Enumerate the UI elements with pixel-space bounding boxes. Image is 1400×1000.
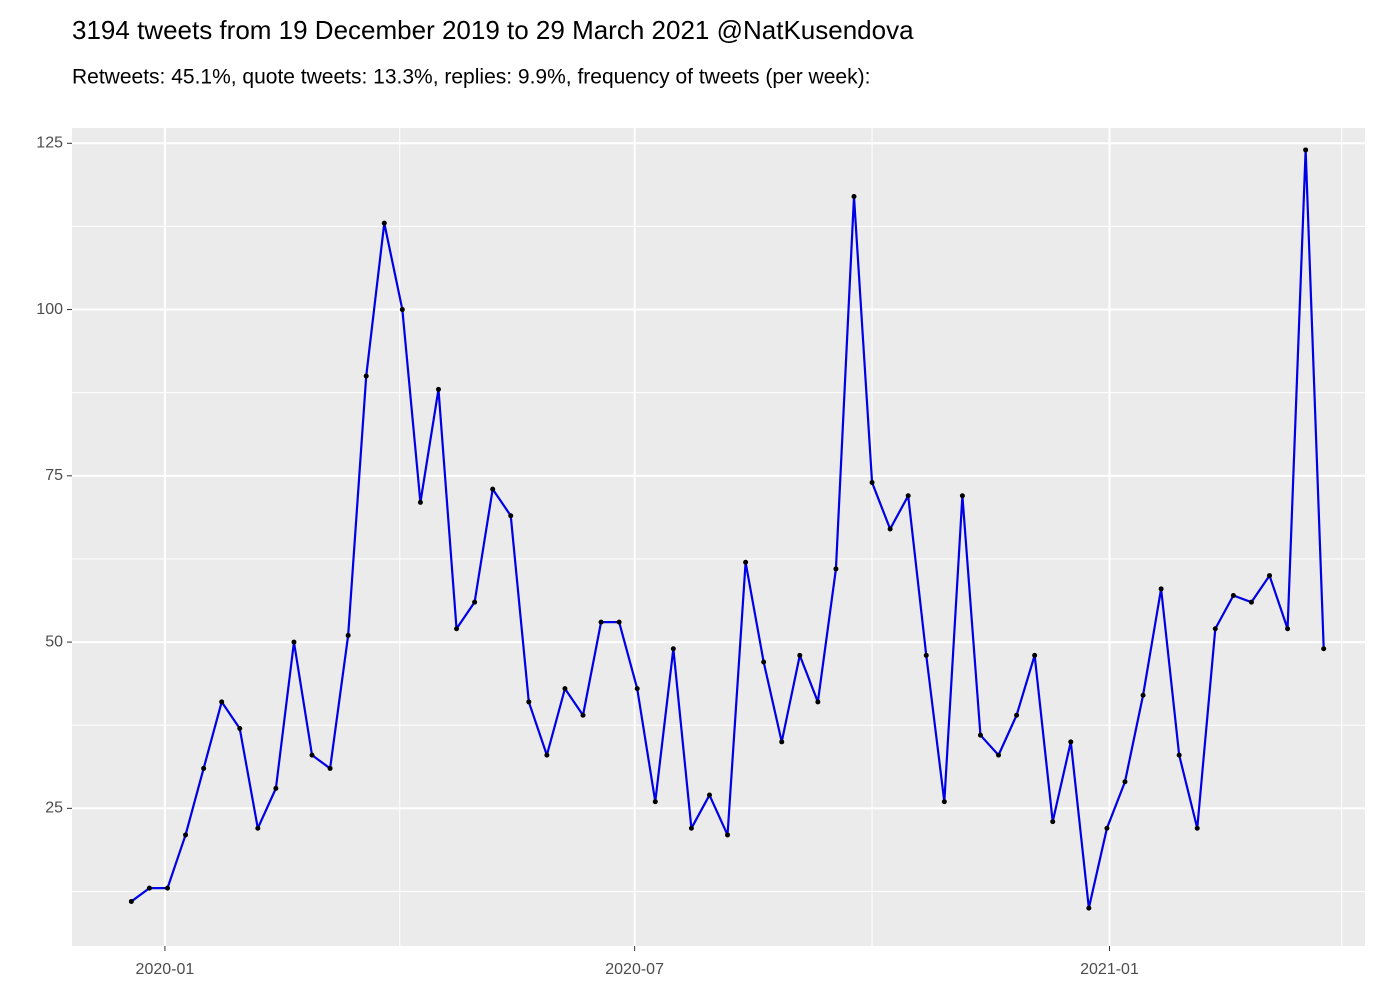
x-tick-label: 2020-01 <box>136 961 195 978</box>
data-point <box>309 752 315 758</box>
data-point <box>634 686 640 692</box>
data-point <box>941 799 947 805</box>
data-point <box>454 626 460 632</box>
data-point <box>435 386 441 392</box>
data-point <box>1050 819 1056 825</box>
data-point <box>869 479 875 485</box>
data-point <box>255 825 261 831</box>
data-point <box>381 220 387 226</box>
data-point <box>183 832 189 838</box>
data-point <box>797 652 803 658</box>
data-point <box>706 792 712 798</box>
data-point <box>472 599 478 605</box>
data-point <box>526 699 532 705</box>
data-point <box>128 898 134 904</box>
data-point <box>996 752 1002 758</box>
data-point <box>291 639 297 645</box>
data-point <box>273 785 279 791</box>
data-point <box>887 526 893 532</box>
data-point <box>164 885 170 891</box>
data-point <box>544 752 550 758</box>
data-point <box>779 739 785 745</box>
y-tick-label: 50 <box>45 633 63 650</box>
data-point <box>1158 586 1164 592</box>
y-tick-label: 25 <box>45 800 63 817</box>
data-point <box>1014 712 1020 718</box>
chart-title: 3194 tweets from 19 December 2019 to 29 … <box>72 15 914 45</box>
plot-panel <box>72 128 1365 946</box>
data-point <box>345 632 351 638</box>
data-point <box>1176 752 1182 758</box>
data-point <box>1267 573 1273 579</box>
x-tick-label: 2020-07 <box>605 961 664 978</box>
data-point <box>1086 905 1092 911</box>
data-point <box>815 699 821 705</box>
data-point <box>652 799 658 805</box>
data-point <box>327 765 333 771</box>
data-point <box>1104 825 1110 831</box>
data-point <box>833 566 839 572</box>
data-point <box>1212 626 1218 632</box>
data-point <box>562 686 568 692</box>
data-point <box>1122 779 1128 785</box>
data-point <box>743 559 749 565</box>
data-point <box>237 726 243 732</box>
data-point <box>761 659 767 665</box>
data-point <box>688 825 694 831</box>
data-point <box>1285 626 1291 632</box>
data-point <box>146 885 152 891</box>
y-tick-label: 75 <box>45 467 63 484</box>
data-point <box>1321 646 1327 652</box>
data-point <box>1140 692 1146 698</box>
data-point <box>508 513 514 519</box>
data-point <box>977 732 983 738</box>
data-point <box>959 493 965 499</box>
data-point <box>923 652 929 658</box>
data-point <box>490 486 496 492</box>
data-point <box>851 193 857 199</box>
data-point <box>905 493 911 499</box>
data-point <box>1248 599 1254 605</box>
chart-subtitle: Retweets: 45.1%, quote tweets: 13.3%, re… <box>72 66 870 89</box>
data-point <box>1068 739 1074 745</box>
data-point <box>580 712 586 718</box>
data-point <box>598 619 604 625</box>
data-point <box>1032 652 1038 658</box>
data-point <box>219 699 225 705</box>
y-tick-label: 100 <box>36 301 63 318</box>
data-point <box>616 619 622 625</box>
data-point <box>399 307 405 313</box>
y-tick-label: 125 <box>36 135 63 152</box>
data-point <box>1230 593 1236 599</box>
data-point <box>670 646 676 652</box>
x-tick-label: 2021-01 <box>1080 961 1139 978</box>
data-point <box>1303 147 1309 153</box>
data-point <box>201 765 207 771</box>
data-point <box>725 832 731 838</box>
data-point <box>363 373 369 379</box>
data-point <box>417 499 423 505</box>
data-point <box>1194 825 1200 831</box>
